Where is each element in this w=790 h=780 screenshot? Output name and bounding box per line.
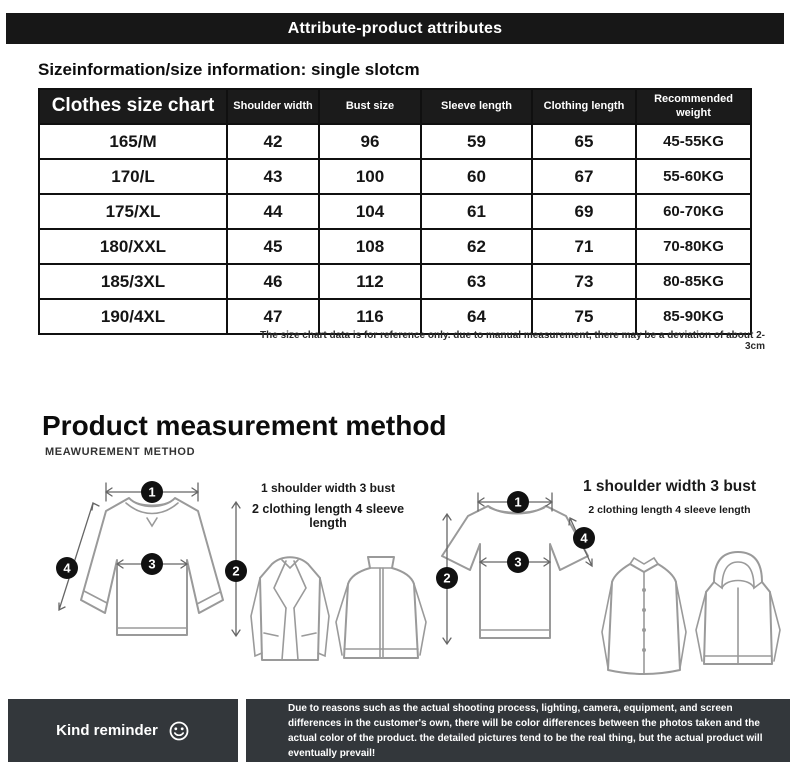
cell-shoulder: 46 [226,263,320,300]
cell-bust: 96 [318,123,422,160]
col-header-bust: Bust size [318,88,422,125]
marker-4 [573,527,595,549]
size-chart: Clothes size chart Shoulder width Bust s… [38,88,752,335]
attributes-banner: Attribute-product attributes [6,13,784,44]
marker-2 [225,560,247,582]
cell-sleeve: 59 [420,123,533,160]
table-row: 165/M 42 96 59 65 45-55KG [38,123,752,160]
svg-text:4: 4 [580,531,588,546]
legend-line-1: 1 shoulder width 3 bust [582,478,757,495]
attributes-banner-title: Attribute-product attributes [287,19,503,37]
kind-reminder-label: Kind reminder [56,722,158,739]
cell-weight: 85-90KG [635,298,752,335]
table-row: 190/4XL 47 116 64 75 85-90KG [38,298,752,335]
cell-weight: 55-60KG [635,158,752,195]
marker-4 [56,557,78,579]
cell-shoulder: 42 [226,123,320,160]
marker-3 [141,553,163,575]
svg-text:2: 2 [443,571,450,586]
svg-text:4: 4 [63,561,71,576]
cell-sleeve: 61 [420,193,533,230]
cell-clothing: 67 [531,158,637,195]
marker-2 [436,567,458,589]
hoodie-drawing [695,551,781,665]
cell-bust: 104 [318,193,422,230]
col-header-shoulder: Shoulder width [226,88,320,125]
marker-1 [507,491,529,513]
cell-sleeve: 62 [420,228,533,265]
cell-clothing: 75 [531,298,637,335]
cell-clothing: 71 [531,228,637,265]
cell-clothing: 73 [531,263,637,300]
measurement-heading: Product measurement method [42,410,447,441]
cell-bust: 112 [318,263,422,300]
measurement-subheading: MEAWUREMENT METHOD [45,446,196,458]
cell-weight: 45-55KG [635,123,752,160]
cell-bust: 108 [318,228,422,265]
measurement-legend-right: 1 shoulder width 3 bust 2 clothing lengt… [572,478,767,516]
color-difference-notice-box: Due to reasons such as the actual shooti… [246,699,790,762]
marker-3 [507,551,529,573]
cell-sleeve: 60 [420,158,533,195]
cell-bust: 100 [318,158,422,195]
table-header-row: Clothes size chart Shoulder width Bust s… [38,88,752,125]
size-chart-disclaimer: The size chart data is for reference onl… [260,330,765,352]
shirt-drawing [601,556,687,675]
cell-shoulder: 44 [226,193,320,230]
marker-1 [141,481,163,503]
cell-size: 170/L [38,158,228,195]
col-header-clothing: Clothing length [531,88,637,125]
cell-shoulder: 45 [226,228,320,265]
kind-reminder-box: Kind reminder [8,699,238,762]
col-header-weight: Recommended weight [635,88,752,125]
cell-size: 175/XL [38,193,228,230]
cell-sleeve: 63 [420,263,533,300]
blazer-drawing [250,556,330,661]
table-row: 175/XL 44 104 61 69 60-70KG [38,193,752,230]
cell-shoulder: 43 [226,158,320,195]
cell-weight: 60-70KG [635,193,752,230]
sweater-measurement-diagram: 1 3 2 4 [56,481,247,638]
size-info-heading: Sizeinformation/size information: single… [38,60,420,79]
cell-shoulder: 47 [226,298,320,335]
svg-text:3: 3 [148,557,155,572]
cell-bust: 116 [318,298,422,335]
svg-text:1: 1 [514,495,521,510]
svg-text:3: 3 [514,555,521,570]
table-row: 180/XXL 45 108 62 71 70-80KG [38,228,752,265]
col-header-sleeve: Sleeve length [420,88,533,125]
svg-text:2: 2 [232,564,239,579]
table-row: 185/3XL 46 112 63 73 80-85KG [38,263,752,300]
jacket-drawing [335,556,427,659]
cell-weight: 70-80KG [635,228,752,265]
legend-line-1: 1 shoulder width 3 bust [260,481,395,495]
legend-line-2: 2 clothing length 4 sleeve length [588,504,751,516]
cell-size: 165/M [38,123,228,160]
cell-size: 190/4XL [38,298,228,335]
cell-clothing: 65 [531,123,637,160]
measurement-legend-left: 1 shoulder width 3 bust 2 clothing lengt… [243,481,413,530]
cell-clothing: 69 [531,193,637,230]
color-difference-notice: Due to reasons such as the actual shooti… [288,702,763,759]
svg-text:1: 1 [148,485,155,500]
cell-weight: 80-85KG [635,263,752,300]
cell-size: 185/3XL [38,263,228,300]
smiley-face-icon [169,721,189,740]
col-header-size: Clothes size chart [38,88,228,125]
cell-size: 180/XXL [38,228,228,265]
cell-sleeve: 64 [420,298,533,335]
table-row: 170/L 43 100 60 67 55-60KG [38,158,752,195]
tshirt-measurement-diagram: 1 2 3 4 [436,491,595,646]
size-chart-table: Clothes size chart Shoulder width Bust s… [38,88,752,335]
legend-line-2: 2 clothing length 4 sleeve length [251,502,405,530]
